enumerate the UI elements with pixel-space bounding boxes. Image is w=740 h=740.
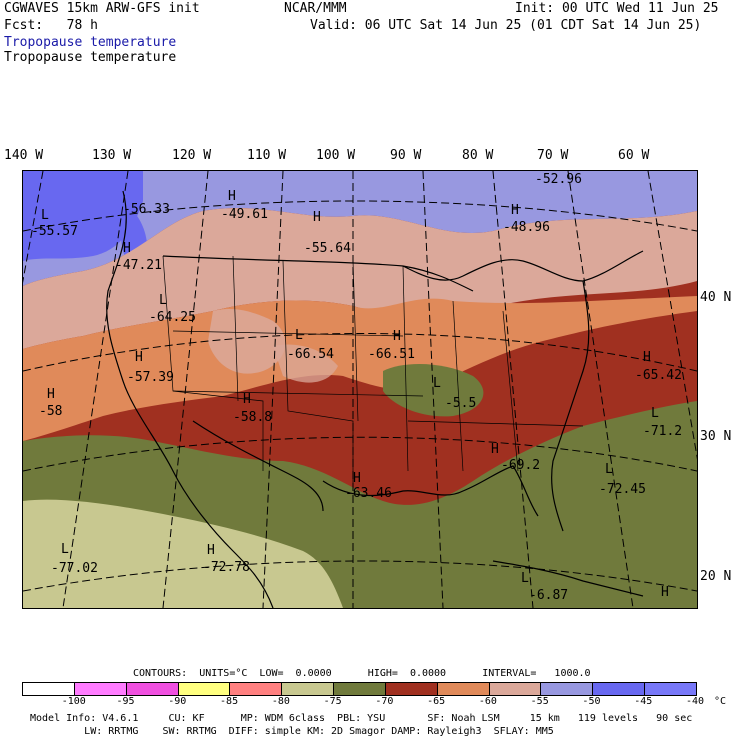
- tropopause-temperature-map: L -55.57 -56.33 H -49.61 H -47.21 H -55.…: [22, 170, 698, 609]
- contours-info: CONTOURS: UNITS=°C LOW= 0.0000 HIGH= 0.0…: [133, 668, 591, 679]
- extremum-value: -77.02: [51, 561, 98, 576]
- extremum-value: -72.78: [203, 560, 250, 575]
- lon-label: 100 W: [316, 148, 356, 163]
- legend-tick-label: -65: [427, 696, 446, 707]
- extremum-value: -56.33: [123, 202, 170, 217]
- extremum-value: -55.57: [31, 224, 78, 239]
- legend-swatch: [126, 683, 179, 695]
- extremum-value: -66.51: [368, 347, 415, 362]
- extremum-value: -47.21: [115, 258, 162, 273]
- extremum-value: -58.8: [233, 410, 273, 425]
- extremum-kind: H: [228, 189, 236, 204]
- lon-label: 130 W: [92, 148, 132, 163]
- extremum-value: -69.2: [501, 458, 541, 473]
- extremum-value: -6.87: [529, 588, 569, 603]
- lon-label: 70 W: [537, 148, 569, 163]
- legend-tick-label: -80: [271, 696, 290, 707]
- extremum-kind: L: [433, 376, 441, 391]
- extremum-kind: H: [123, 241, 131, 256]
- extremum-kind: L: [159, 293, 167, 308]
- legend-swatch: [489, 683, 542, 695]
- extremum-kind: H: [313, 210, 321, 225]
- legend-tick-label: -70: [375, 696, 394, 707]
- extremum-kind: H: [207, 543, 215, 558]
- legend-swatch: [230, 683, 283, 695]
- extremum-value: -63.46: [345, 486, 392, 501]
- extremum-kind: L: [295, 328, 303, 343]
- extremum-value: -64.25: [149, 310, 196, 325]
- extremum-value: -71.2: [643, 424, 683, 439]
- legend-tick-label: -85: [220, 696, 239, 707]
- lat-label: 20 N: [700, 569, 732, 584]
- extremum-kind: L: [521, 571, 529, 586]
- lon-label: 80 W: [462, 148, 494, 163]
- legend-swatch: [282, 683, 335, 695]
- extremum-kind: L: [61, 542, 69, 557]
- extremum-kind: L: [605, 462, 613, 477]
- extremum-kind: H: [491, 442, 499, 457]
- init-time: Init: 00 UTC Wed 11 Jun 25: [515, 1, 719, 16]
- extremum-kind: H: [353, 471, 361, 486]
- extremum-kind: H: [511, 203, 519, 218]
- extremum-value: -57.39: [127, 370, 174, 385]
- extremum-kind: L: [41, 208, 49, 223]
- legend-tick-label: °C: [713, 696, 727, 707]
- model-title: CGWAVES 15km ARW-GFS init: [4, 1, 200, 16]
- lon-label: 120 W: [172, 148, 212, 163]
- legend-swatch: [385, 683, 438, 695]
- extremum-kind: H: [393, 329, 401, 344]
- field-title: Tropopause temperature: [4, 50, 177, 65]
- lat-label: 40 N: [700, 290, 732, 305]
- extremum-value: -52.96: [535, 172, 582, 187]
- legend-swatch: [541, 683, 594, 695]
- extremum-kind: H: [661, 585, 669, 600]
- extremum-value: -55.64: [304, 241, 351, 256]
- extremum-kind: H: [643, 350, 651, 365]
- forecast-hour: Fcst: 78 h: [4, 18, 98, 33]
- extremum-value: -58: [39, 404, 63, 419]
- legend-swatch: [645, 683, 696, 695]
- extremum-kind: H: [135, 350, 143, 365]
- extremum-value: -48.96: [503, 220, 550, 235]
- legend-swatch: [74, 683, 127, 695]
- extremum-value: -66.54: [287, 347, 334, 362]
- extremum-kind: L: [651, 406, 659, 421]
- org-label: NCAR/MMM: [284, 1, 347, 16]
- legend-tick-label: -90: [168, 696, 187, 707]
- model-info-line2: LW: RRTMG SW: RRTMG DIFF: simple KM: 2D …: [30, 726, 554, 737]
- legend-tick-label: -75: [323, 696, 342, 707]
- legend-tick-label: -45: [634, 696, 653, 707]
- legend-swatch: [437, 683, 490, 695]
- extremum-kind: H: [47, 387, 55, 402]
- field-title-blue: Tropopause temperature: [4, 35, 177, 50]
- lon-label: 140 W: [4, 148, 44, 163]
- legend-swatch: [178, 683, 231, 695]
- extremum-value: -72.45: [599, 482, 646, 497]
- lon-label: 60 W: [618, 148, 650, 163]
- legend-tick-label: -55: [530, 696, 549, 707]
- legend-swatch: [334, 683, 386, 695]
- legend-swatch: [593, 683, 646, 695]
- legend-tick-label: -40: [685, 696, 705, 707]
- model-info-line1: Model Info: V4.6.1 CU: KF MP: WDM 6class…: [30, 713, 693, 724]
- extremum-value: -49.61: [221, 207, 268, 222]
- extremum-value: -65.42: [635, 368, 682, 383]
- lon-label: 110 W: [247, 148, 287, 163]
- legend-tick-label: -95: [116, 696, 135, 707]
- color-legend-bar: [22, 682, 697, 696]
- legend-tick-label: -100: [61, 696, 86, 707]
- lat-label: 30 N: [700, 429, 732, 444]
- legend-tick-label: -60: [478, 696, 497, 707]
- extremum-kind: H: [243, 392, 251, 407]
- map-shading: [23, 171, 697, 608]
- valid-time: Valid: 06 UTC Sat 14 Jun 25 (01 CDT Sat …: [310, 18, 702, 33]
- extremum-value: -5.5: [445, 396, 477, 411]
- legend-tick-label: -50: [582, 696, 601, 707]
- lon-label: 90 W: [390, 148, 422, 163]
- legend-swatch: [23, 683, 75, 695]
